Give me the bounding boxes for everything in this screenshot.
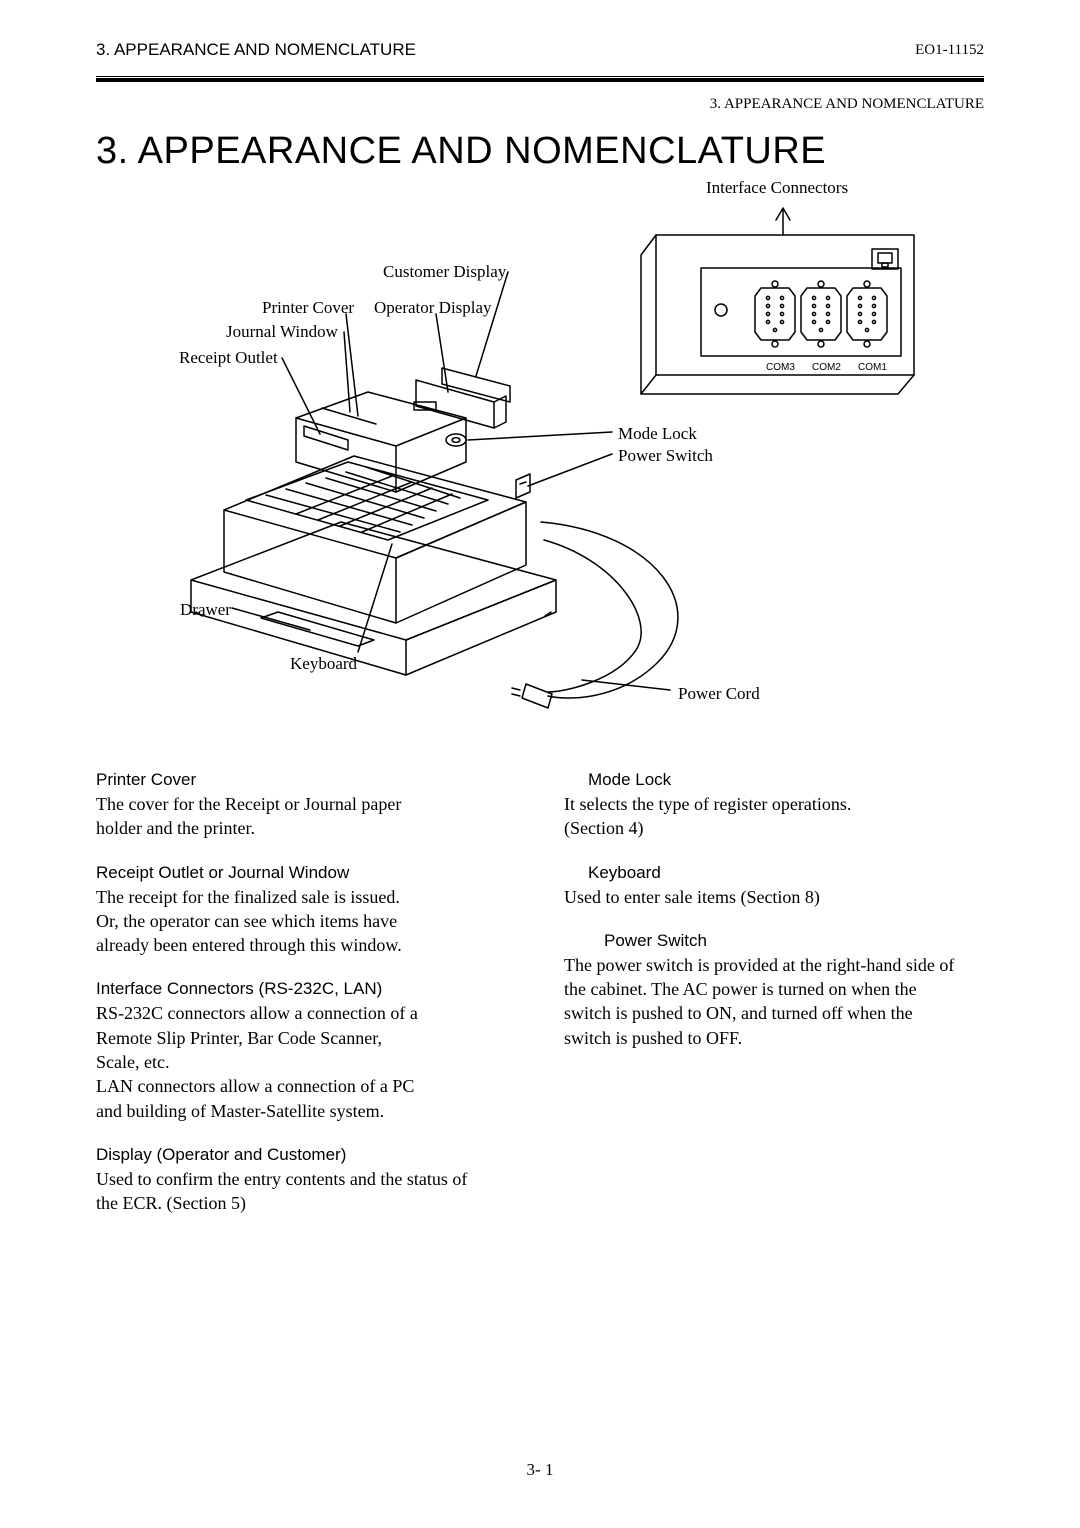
block-title: Mode Lock bbox=[564, 770, 984, 790]
header-right: EO1-11152 bbox=[915, 42, 984, 59]
block-title: Power Switch bbox=[564, 931, 984, 951]
page-footer: 3- 1 bbox=[0, 1460, 1080, 1480]
label-power-switch: Power Switch bbox=[618, 446, 713, 466]
label-journal-window: Journal Window bbox=[226, 322, 338, 342]
label-receipt-outlet: Receipt Outlet bbox=[179, 348, 278, 368]
block-body: RS-232C connectors allow a connection of… bbox=[96, 1001, 516, 1122]
cash-register-icon bbox=[191, 368, 678, 708]
com-port-icon bbox=[847, 281, 887, 347]
block-display: Display (Operator and Customer) Used to … bbox=[96, 1145, 516, 1216]
block-interface-connectors: Interface Connectors (RS-232C, LAN) RS-2… bbox=[96, 979, 516, 1122]
label-mode-lock: Mode Lock bbox=[618, 424, 697, 444]
header-rule-thin bbox=[96, 76, 984, 77]
block-title: Interface Connectors (RS-232C, LAN) bbox=[96, 979, 516, 999]
description-columns: Printer Cover The cover for the Receipt … bbox=[96, 770, 984, 1238]
appearance-diagram: Interface Connectors Customer Display Pr… bbox=[96, 180, 984, 740]
block-power-switch: Power Switch The power switch is provide… bbox=[564, 931, 984, 1050]
block-title: Receipt Outlet or Journal Window bbox=[96, 863, 516, 883]
block-body: The cover for the Receipt or Journal pap… bbox=[96, 792, 516, 841]
block-title: Keyboard bbox=[564, 863, 984, 883]
register-svg: COM3 COM2 COM1 bbox=[96, 180, 984, 740]
label-power-cord: Power Cord bbox=[678, 684, 760, 704]
label-operator-display: Operator Display bbox=[374, 298, 492, 318]
block-title: Printer Cover bbox=[96, 770, 516, 790]
block-printer-cover: Printer Cover The cover for the Receipt … bbox=[96, 770, 516, 841]
label-drawer: Drawer bbox=[180, 600, 231, 620]
power-plug-icon bbox=[512, 684, 552, 708]
block-body: The receipt for the finalized sale is is… bbox=[96, 885, 516, 958]
com-port-icon bbox=[801, 281, 841, 347]
right-column: Mode Lock It selects the type of registe… bbox=[564, 770, 984, 1238]
block-keyboard: Keyboard Used to enter sale items (Secti… bbox=[564, 863, 984, 909]
interface-panel-icon: COM3 COM2 COM1 bbox=[641, 208, 914, 394]
label-printer-cover: Printer Cover bbox=[262, 298, 354, 318]
label-customer-display: Customer Display bbox=[383, 262, 506, 282]
block-body: It selects the type of register operatio… bbox=[564, 792, 984, 841]
block-title: Display (Operator and Customer) bbox=[96, 1145, 516, 1165]
label-keyboard: Keyboard bbox=[290, 654, 357, 674]
subheader-right: 3. APPEARANCE AND NOMENCLATURE bbox=[710, 96, 984, 113]
page-title: 3. APPEARANCE AND NOMENCLATURE bbox=[96, 130, 826, 173]
label-interface-connectors: Interface Connectors bbox=[706, 178, 848, 198]
left-column: Printer Cover The cover for the Receipt … bbox=[96, 770, 516, 1238]
header-left: 3. APPEARANCE AND NOMENCLATURE bbox=[96, 40, 416, 60]
com2-text: COM2 bbox=[812, 362, 841, 373]
com3-text: COM3 bbox=[766, 362, 795, 373]
block-body: The power switch is provided at the righ… bbox=[564, 953, 984, 1050]
block-mode-lock: Mode Lock It selects the type of registe… bbox=[564, 770, 984, 841]
block-body: Used to enter sale items (Section 8) bbox=[564, 885, 984, 909]
com1-text: COM1 bbox=[858, 362, 887, 373]
header-rule bbox=[96, 78, 984, 82]
block-body: Used to confirm the entry contents and t… bbox=[96, 1167, 516, 1216]
block-receipt-outlet: Receipt Outlet or Journal Window The rec… bbox=[96, 863, 516, 958]
com-port-icon bbox=[755, 281, 795, 347]
